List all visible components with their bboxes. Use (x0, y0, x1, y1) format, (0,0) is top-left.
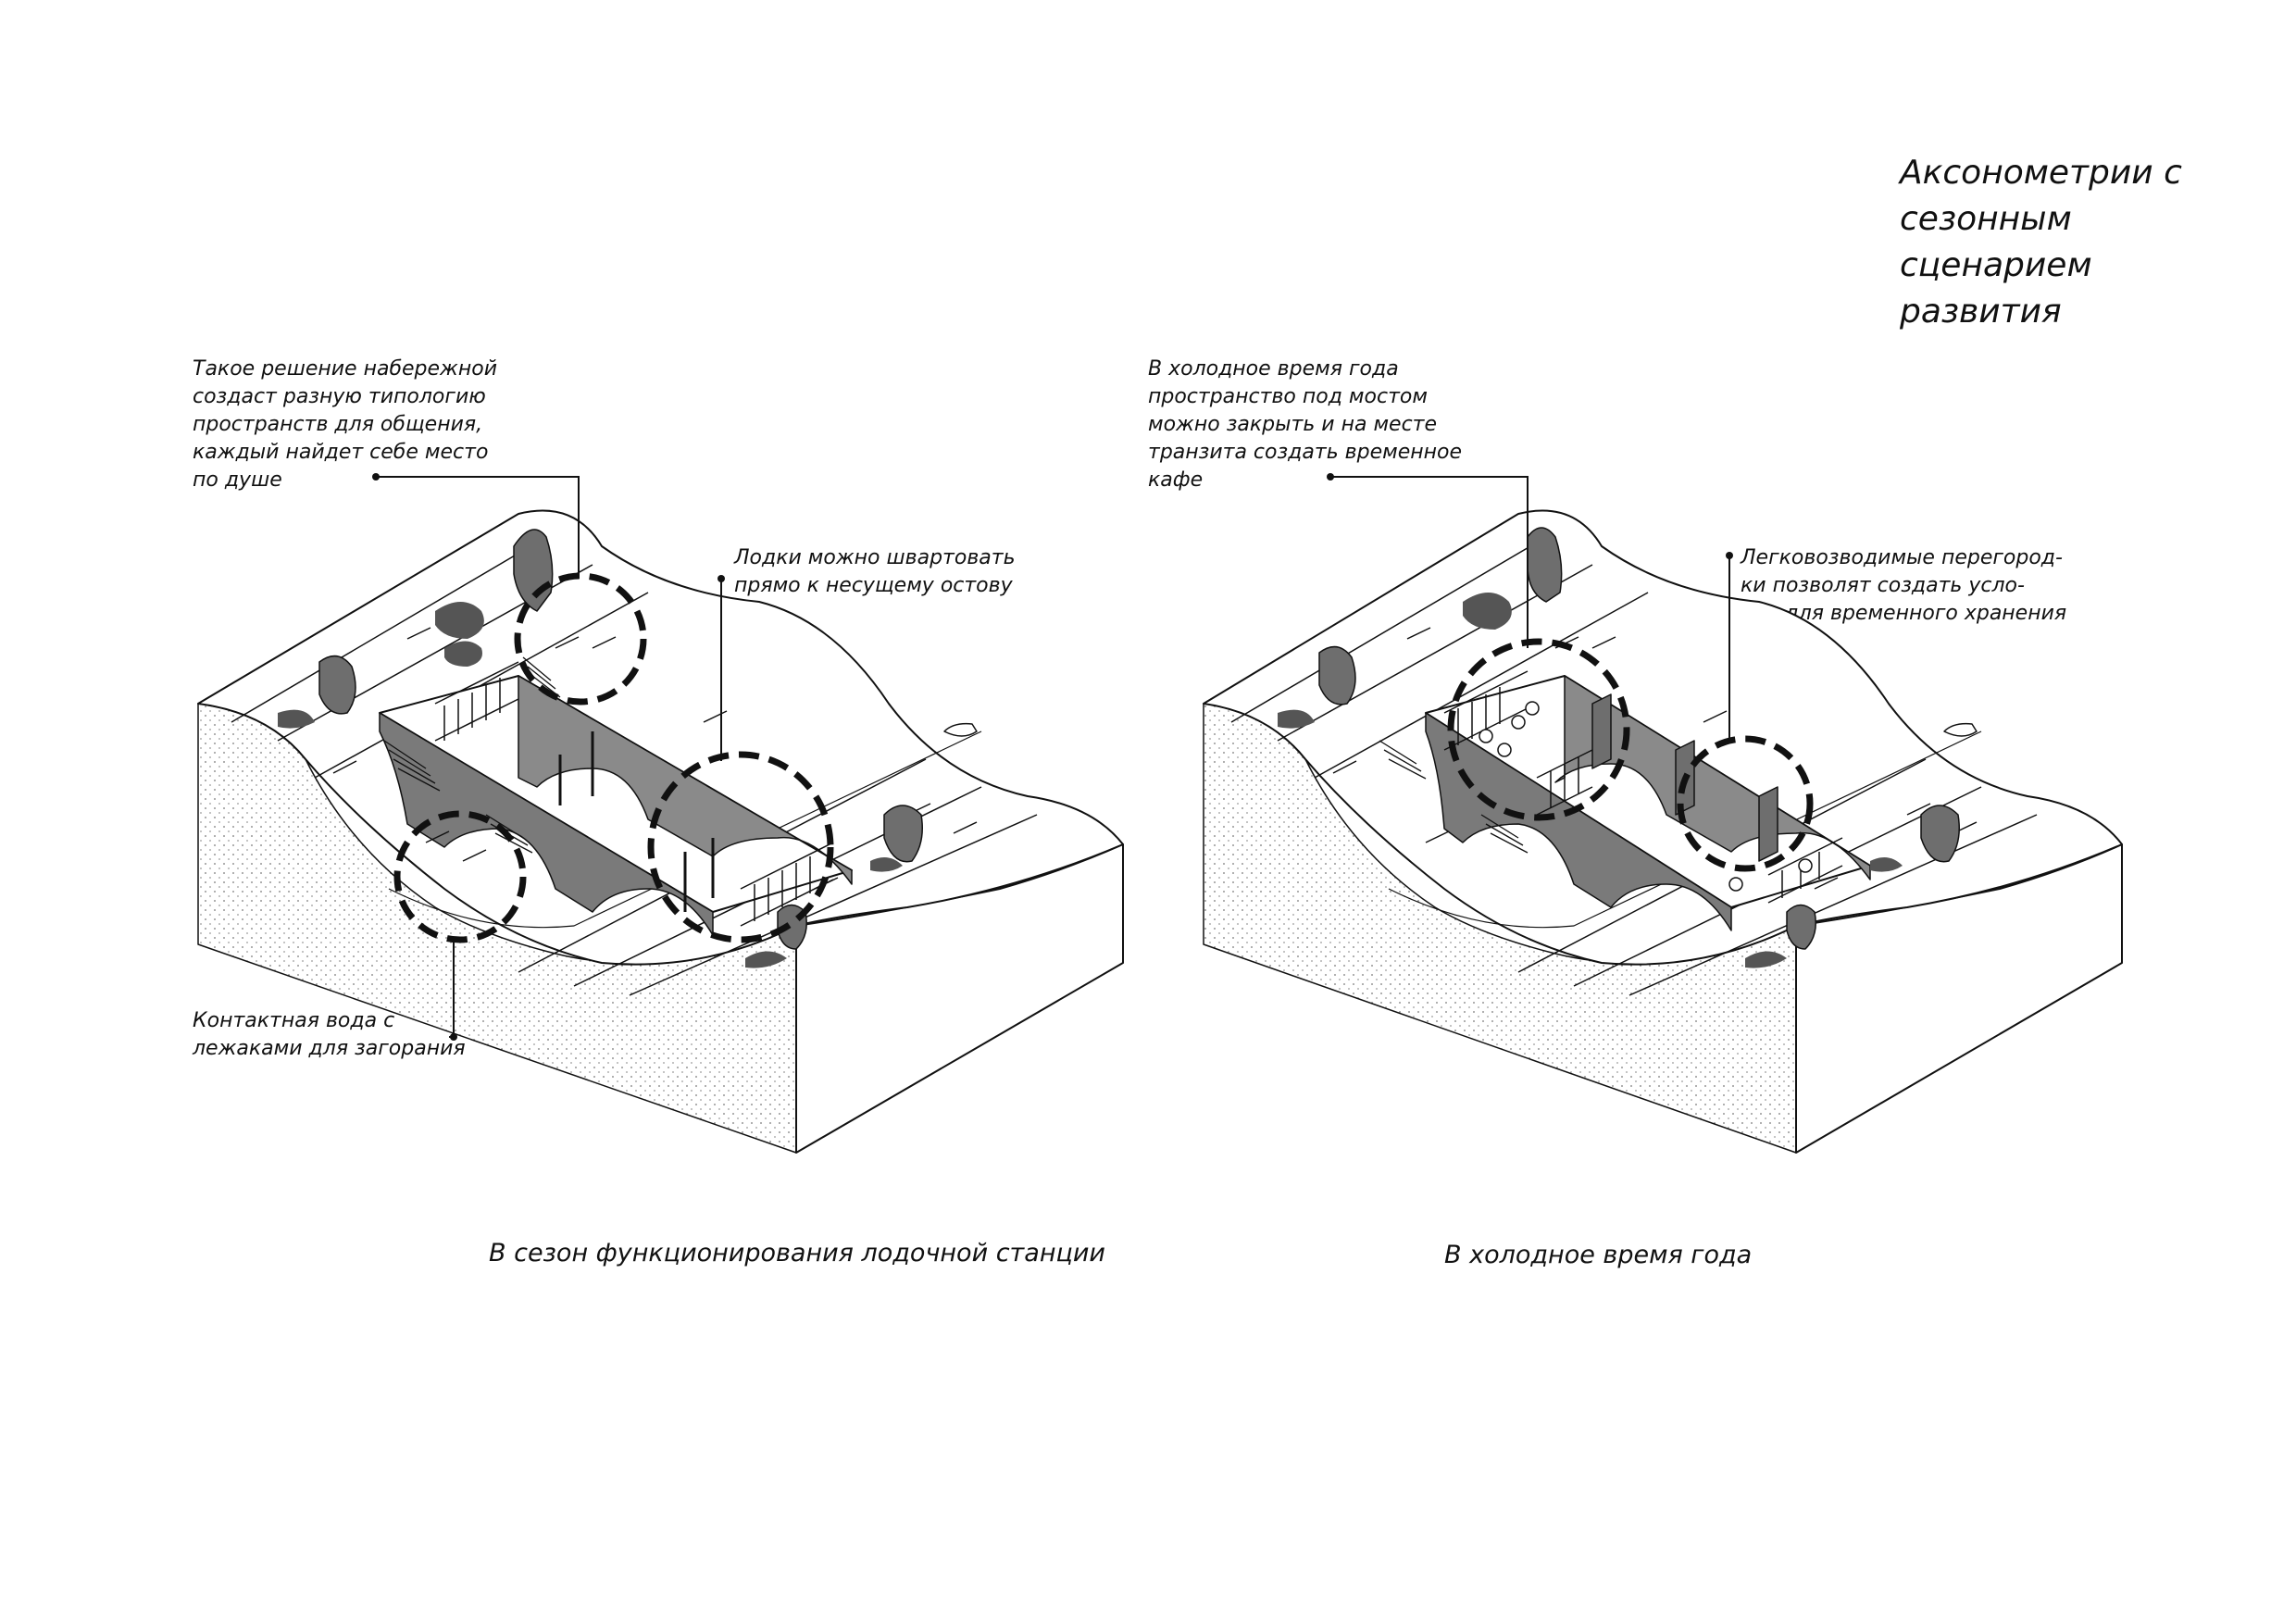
right-note-top-line: можно закрыть и на месте (1148, 413, 1438, 436)
left-note-bottom-line: лежаками для загорания (193, 1037, 466, 1060)
right-tree (1527, 527, 1563, 603)
right-tree (1920, 805, 1960, 863)
right-leader-top (1330, 476, 1529, 648)
right-caption: В холодное время года (1444, 1241, 1753, 1269)
right-note-right: Легковозводимые перегород- ки позволят с… (1741, 544, 2066, 655)
left-tree (883, 805, 923, 863)
right-note-right-line: Легковозводимые перегород- (1741, 546, 2063, 569)
left-axonometric-block (197, 509, 1124, 1154)
right-note-top-line: В холодное время года (1148, 357, 1399, 381)
left-note-bottom: Контактная вода с лежаками для загорания (193, 1007, 466, 1063)
left-bridge-side (379, 712, 714, 936)
title-line-3: развития (1900, 293, 2062, 331)
left-note-bottom-line: Контактная вода с (193, 1009, 395, 1032)
right-note-top-line: кафе (1148, 468, 1204, 492)
right-note-top: В холодное время года пространство под м… (1148, 356, 1462, 494)
left-highlight-circle (514, 572, 647, 705)
left-highlight-circle (647, 751, 834, 943)
title-line-1: Аксонометрии с (1900, 154, 2182, 192)
left-caption: В сезон функционирования лодочной станци… (489, 1239, 1105, 1267)
left-note-top: Такое решение набережной создаст разную … (193, 356, 497, 494)
left-note-top-line: пространств для общения, (193, 413, 483, 436)
right-note-right-line: ки позволят создать усло- (1741, 574, 2025, 597)
left-note-right-line: прямо к несущему остову (734, 574, 1013, 597)
left-note-top-line: каждый найдет себе место (193, 441, 489, 464)
page-title: Аксонометрии с сезонным сценарием развит… (1900, 150, 2270, 335)
right-tree (1786, 904, 1816, 950)
right-bridge-far-side (1554, 675, 1871, 880)
right-tree (1318, 645, 1356, 705)
left-note-top-line: по душе (193, 468, 282, 492)
right-highlight-circle (1677, 735, 1814, 872)
right-note-top-line: транзита создать временное (1148, 441, 1463, 464)
right-highlight-circle (1447, 638, 1630, 821)
right-note-top-line: пространство под мостом (1148, 385, 1428, 408)
left-note-top-line: создаст разную типологию (193, 385, 486, 408)
right-axonometric-block (1203, 509, 2123, 1154)
left-highlight-circle (393, 810, 527, 943)
right-bridge-side (1425, 712, 1732, 931)
left-leader-top (376, 476, 580, 579)
left-tree (318, 655, 356, 715)
left-note-right-line: Лодки можно швартовать (734, 546, 1016, 569)
left-note-top-line: Такое решение набережной (193, 357, 498, 381)
left-note-right: Лодки можно швартовать прямо к несущему … (734, 544, 1016, 600)
title-line-2: сезонным сценарием (1900, 200, 2092, 284)
